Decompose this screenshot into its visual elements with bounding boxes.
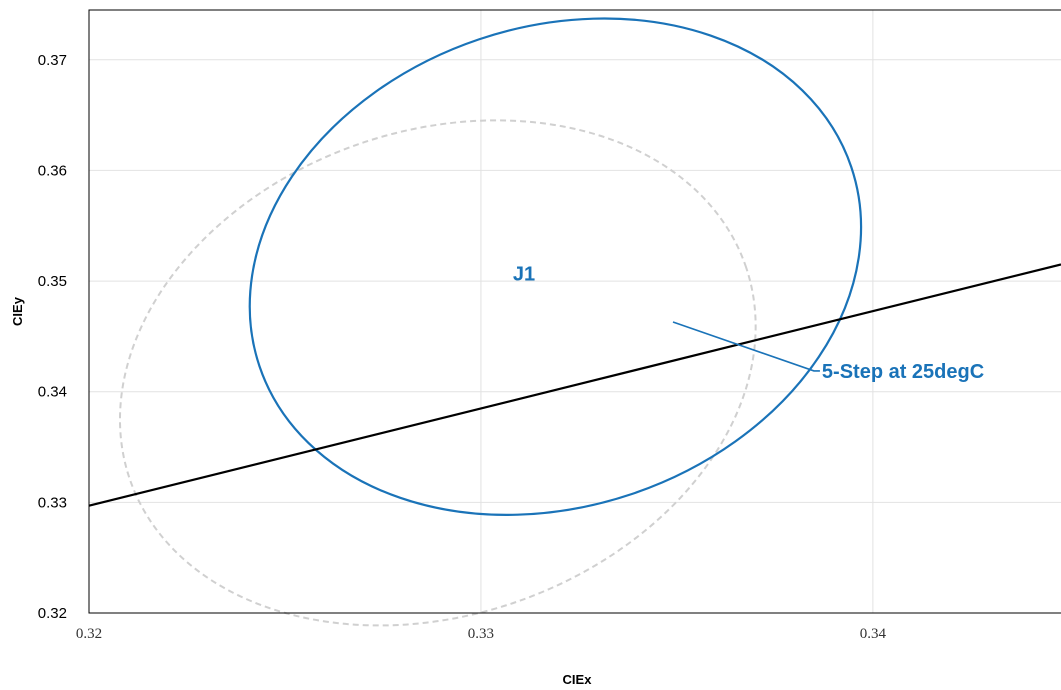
y-tick-label: 0.37 (38, 52, 67, 69)
y-axis-title: CIEy (10, 296, 25, 326)
reference-line (88, 263, 1061, 507)
x-tick-label: 0.32 (76, 626, 102, 642)
y-tick-label: 0.35 (38, 273, 67, 290)
plot-frame (88, 9, 1061, 614)
series-layer (88, 17, 1061, 627)
x-tick-labels: 0.32 0.33 0.34 (76, 626, 887, 642)
y-tick-label: 0.33 (38, 494, 67, 511)
x-tick-label: 0.33 (468, 626, 494, 642)
y-tick-label: 0.32 (38, 605, 67, 622)
j1-ellipse (248, 17, 863, 516)
annotation-leader-line (672, 321, 820, 372)
series-label: J1 (513, 263, 535, 285)
y-tick-label: 0.36 (38, 162, 67, 179)
five-step-ellipse (118, 119, 757, 627)
y-tick-labels: 0.32 0.33 0.34 0.35 0.36 0.37 (38, 52, 67, 622)
annotation-label: 5-Step at 25degC (822, 361, 984, 383)
y-tick-label: 0.34 (38, 384, 67, 401)
x-tick-label: 0.34 (860, 626, 887, 642)
annotations: J1 5-Step at 25degC (513, 263, 984, 383)
x-axis-title: CIEx (563, 672, 593, 687)
